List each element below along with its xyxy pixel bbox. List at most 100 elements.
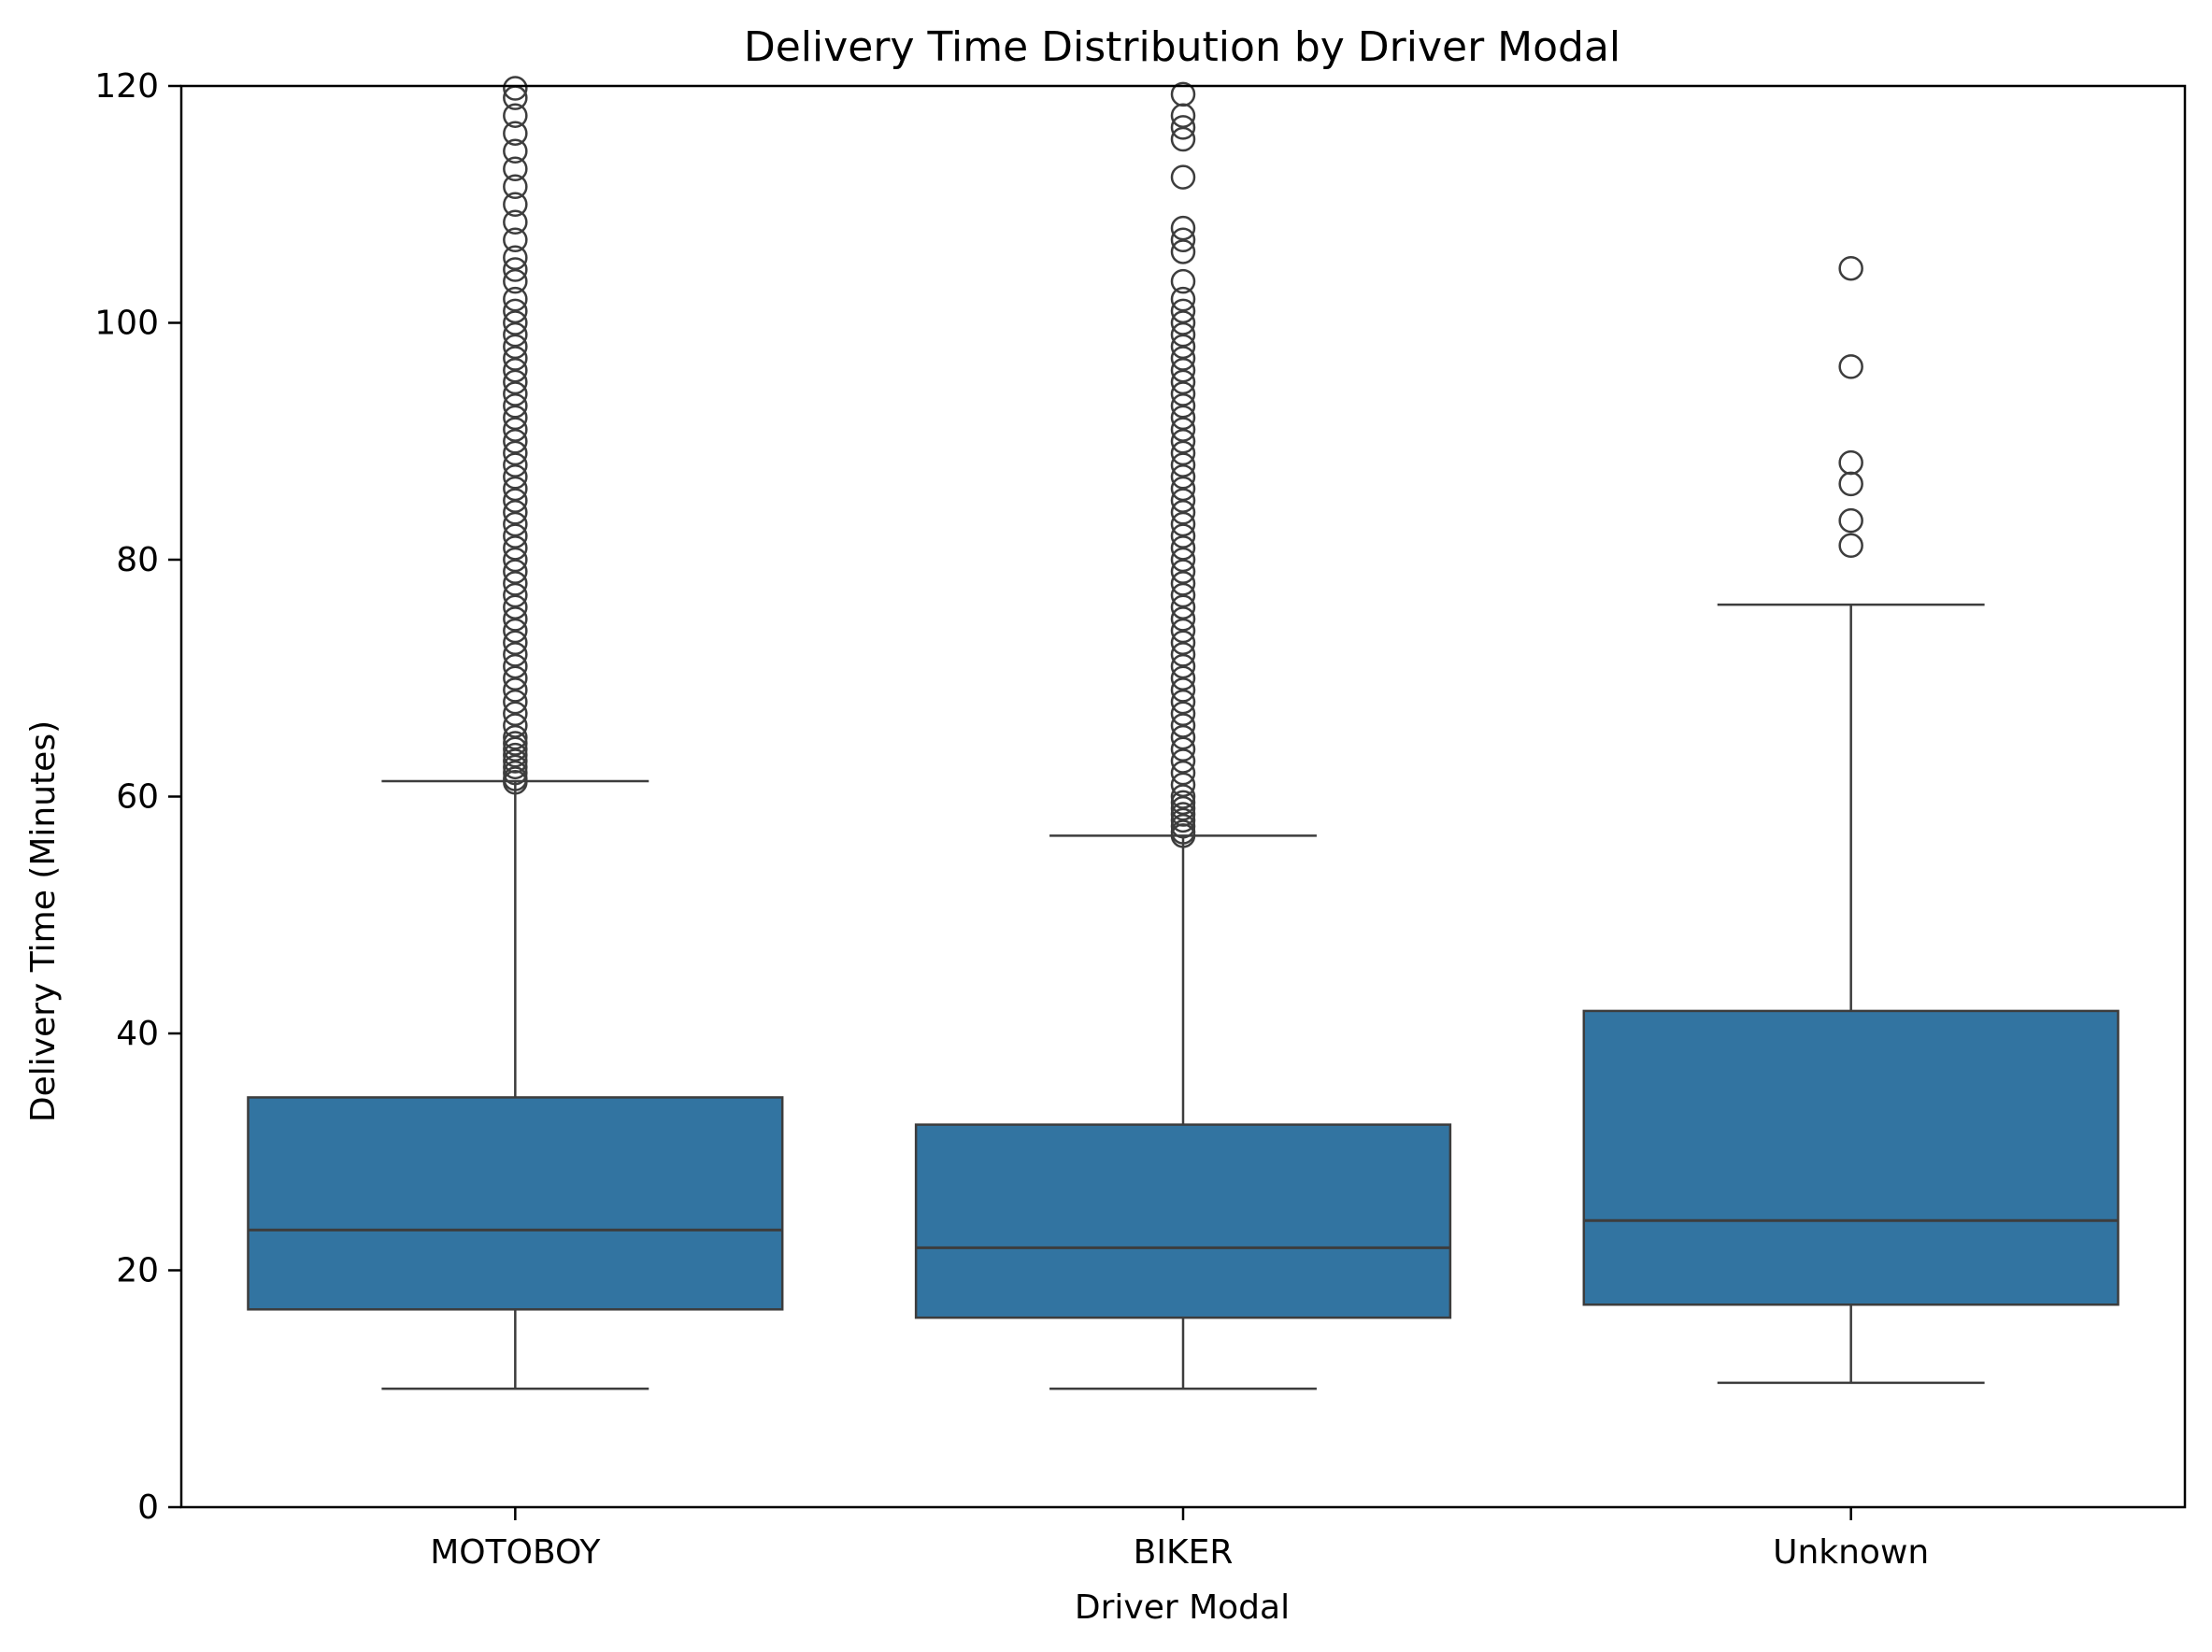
y-axis: 0 20 40 60 80 100 120 — [94, 67, 181, 1527]
outlier-point — [1170, 630, 1196, 655]
outlier-point — [503, 121, 528, 146]
outlier-point — [503, 192, 528, 217]
outlier-point — [503, 245, 528, 271]
outlier-point — [1170, 642, 1196, 667]
outlier-point — [503, 357, 528, 383]
chart-title: Delivery Time Distribution by Driver Mod… — [744, 23, 1620, 71]
outlier-point — [1170, 523, 1196, 548]
outlier-point — [503, 701, 528, 727]
outlier-point — [503, 653, 528, 679]
outlier-point — [503, 369, 528, 395]
outlier-point — [503, 523, 528, 548]
outlier-point — [1170, 677, 1196, 703]
outlier-point — [503, 174, 528, 199]
outlier-point — [1170, 310, 1196, 335]
outlier-point — [1170, 321, 1196, 348]
outlier-point — [503, 594, 528, 620]
outlier-point — [1170, 665, 1196, 691]
outlier-point — [503, 298, 528, 324]
outlier-point — [1170, 357, 1196, 383]
outlier-point — [1170, 618, 1196, 644]
outlier-point — [503, 511, 528, 537]
outlier-point — [1838, 507, 1863, 534]
plot-frame — [179, 84, 2187, 1509]
box-biker — [914, 81, 1452, 1390]
outlier-point — [1170, 334, 1196, 360]
y-tick-label: 120 — [94, 67, 159, 106]
outlier-point — [1838, 255, 1863, 281]
outlier-point — [503, 156, 528, 181]
iqr-box — [914, 1123, 1452, 1319]
outlier-point — [503, 227, 528, 253]
outlier-point — [1170, 819, 1196, 845]
outlier-point — [503, 500, 528, 525]
outlier-point — [1170, 417, 1196, 442]
outlier-point — [1170, 713, 1196, 738]
outlier-point — [1170, 547, 1196, 573]
y-tick-label: 80 — [116, 541, 159, 579]
x-axis-label: Driver Modal — [1075, 1588, 1290, 1627]
outlier-point — [1170, 429, 1196, 454]
outlier-point — [1170, 227, 1196, 253]
outlier-point — [1838, 533, 1863, 559]
outlier-point — [503, 103, 528, 128]
outlier-point — [1170, 115, 1196, 140]
outlier-point — [1170, 215, 1196, 241]
outlier-point — [1838, 354, 1863, 379]
y-tick-label: 100 — [94, 305, 159, 343]
outlier-point — [503, 559, 528, 584]
outlier-point — [1170, 511, 1196, 537]
outlier-point — [1170, 346, 1196, 371]
outlier-point — [503, 286, 528, 312]
outlier-point — [1170, 582, 1196, 608]
iqr-box — [247, 1096, 784, 1311]
outlier-point — [1170, 488, 1196, 513]
outlier-point — [503, 606, 528, 632]
outlier-point — [503, 618, 528, 644]
outlier-point — [1170, 748, 1196, 774]
outlier-point — [503, 429, 528, 454]
outlier-point — [503, 381, 528, 406]
outlier-point — [503, 642, 528, 667]
outlier-point — [503, 742, 528, 768]
outlier-point — [1170, 164, 1196, 190]
x-axis: MOTOBOY BIKER Unknown — [430, 1507, 1929, 1572]
y-tick-label: 20 — [116, 1252, 159, 1290]
outlier-point — [503, 736, 528, 762]
outlier-point — [1170, 784, 1196, 809]
outlier-point — [1170, 535, 1196, 561]
outlier-point — [503, 547, 528, 573]
outlier-point — [1170, 802, 1196, 827]
plot-area — [247, 76, 2119, 1390]
outlier-point — [503, 760, 528, 786]
outlier-point — [503, 257, 528, 282]
outlier-point — [503, 452, 528, 477]
outlier-point — [1170, 440, 1196, 466]
box-motoboy — [247, 76, 784, 1390]
outlier-point — [1170, 81, 1196, 107]
x-tick-label: MOTOBOY — [430, 1533, 601, 1572]
outlier-point — [1170, 772, 1196, 798]
outlier-point — [503, 268, 528, 294]
outlier-point — [1170, 790, 1196, 816]
outlier-point — [1170, 286, 1196, 312]
outlier-point — [1170, 701, 1196, 727]
outlier-point — [1170, 298, 1196, 324]
outlier-point — [1170, 369, 1196, 395]
outlier-point — [503, 630, 528, 655]
outlier-point — [1170, 689, 1196, 715]
outlier-point — [503, 571, 528, 596]
outlier-point — [1170, 392, 1196, 419]
x-tick-label: BIKER — [1134, 1533, 1234, 1572]
outlier-point — [503, 321, 528, 348]
outlier-point — [1170, 795, 1196, 821]
y-tick-label: 60 — [116, 778, 159, 817]
outlier-point — [1170, 126, 1196, 152]
outlier-point — [503, 488, 528, 513]
outlier-point — [503, 665, 528, 691]
outlier-point — [1838, 449, 1863, 476]
outlier-point — [1170, 476, 1196, 502]
outlier-point — [503, 535, 528, 561]
